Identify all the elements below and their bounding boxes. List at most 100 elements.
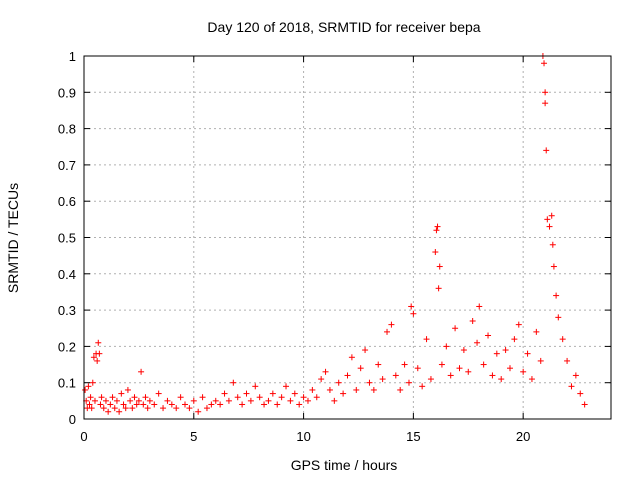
data-point: [221, 390, 228, 397]
data-point: [102, 397, 109, 404]
data-point: [212, 397, 219, 404]
data-point: [528, 376, 535, 383]
y-tick-label: 0.1: [58, 376, 76, 391]
data-point: [309, 386, 316, 393]
data-point: [405, 379, 412, 386]
data-point: [397, 386, 404, 393]
data-point: [379, 376, 386, 383]
data-point: [98, 394, 105, 401]
data-point: [96, 350, 103, 357]
data-point: [476, 303, 483, 310]
data-point: [375, 361, 382, 368]
data-point: [414, 365, 421, 372]
data-point: [469, 317, 476, 324]
data-point: [265, 397, 272, 404]
data-point: [182, 401, 189, 408]
data-point: [151, 401, 158, 408]
data-point: [549, 241, 556, 248]
y-tick-label: 0.7: [58, 158, 76, 173]
data-point: [164, 397, 171, 404]
data-point: [109, 394, 116, 401]
y-tick-label: 0.8: [58, 122, 76, 137]
data-point: [208, 401, 215, 408]
plot-frame: [83, 55, 612, 420]
data-point: [234, 394, 241, 401]
data-point: [144, 405, 151, 412]
data-point: [541, 60, 548, 67]
data-point: [432, 249, 439, 256]
data-point: [427, 376, 434, 383]
data-point: [511, 336, 518, 343]
data-point: [465, 368, 472, 375]
data-point: [543, 147, 550, 154]
data-point: [85, 383, 92, 390]
y-tick-label: 0.2: [58, 339, 76, 354]
data-point: [239, 401, 246, 408]
data-point: [331, 397, 338, 404]
data-point: [401, 361, 408, 368]
data-point: [544, 216, 551, 223]
data-point: [489, 372, 496, 379]
data-point: [498, 376, 505, 383]
data-point: [120, 401, 127, 408]
data-point: [94, 357, 101, 364]
data-point: [252, 383, 259, 390]
data-point: [555, 314, 562, 321]
data-point: [274, 401, 281, 408]
data-point: [160, 405, 167, 412]
data-point: [474, 339, 481, 346]
data-point: [304, 397, 311, 404]
data-points: [82, 53, 588, 415]
data-point: [533, 328, 540, 335]
data-point: [91, 397, 98, 404]
data-point: [392, 372, 399, 379]
x-tick-label: 5: [190, 429, 197, 444]
data-point: [203, 405, 210, 412]
data-point: [135, 397, 142, 404]
data-point: [300, 394, 307, 401]
data-point: [438, 361, 445, 368]
data-point: [326, 386, 333, 393]
data-point: [577, 390, 584, 397]
data-point: [107, 401, 114, 408]
data-point: [322, 368, 329, 375]
data-point: [408, 303, 415, 310]
data-point: [520, 368, 527, 375]
data-point: [278, 394, 285, 401]
data-point: [335, 379, 342, 386]
data-point: [283, 383, 290, 390]
data-point: [564, 357, 571, 364]
data-point: [230, 379, 237, 386]
data-point: [357, 365, 364, 372]
axis-ticks: 0 5 10 15 20 0 0.1 0.2 0.3 0.4 0.5 0.6 0.7 0.8 0.9 1: [58, 49, 611, 444]
data-point: [113, 397, 120, 404]
data-point: [95, 339, 102, 346]
data-point: [542, 100, 549, 107]
data-point: [287, 397, 294, 404]
data-point: [559, 336, 566, 343]
data-point: [568, 383, 575, 390]
data-point: [452, 325, 459, 332]
y-tick-label: 0: [69, 412, 76, 427]
data-point: [127, 397, 134, 404]
data-point: [423, 336, 430, 343]
data-point: [186, 405, 193, 412]
data-point: [269, 390, 276, 397]
data-point: [362, 347, 369, 354]
x-tick-label: 20: [516, 429, 530, 444]
data-point: [388, 321, 395, 328]
data-point: [87, 394, 94, 401]
data-point: [542, 89, 549, 96]
data-point: [456, 365, 463, 372]
data-point: [485, 332, 492, 339]
data-point: [546, 223, 553, 230]
data-point: [291, 390, 298, 397]
data-point: [86, 401, 93, 408]
x-tick-label: 0: [80, 429, 87, 444]
data-point: [122, 405, 129, 412]
y-tick-label: 1: [69, 49, 76, 64]
data-point: [550, 263, 557, 270]
y-tick-label: 0.4: [58, 267, 76, 282]
chart-title: Day 120 of 2018, SRMTID for receiver bep…: [207, 19, 480, 35]
